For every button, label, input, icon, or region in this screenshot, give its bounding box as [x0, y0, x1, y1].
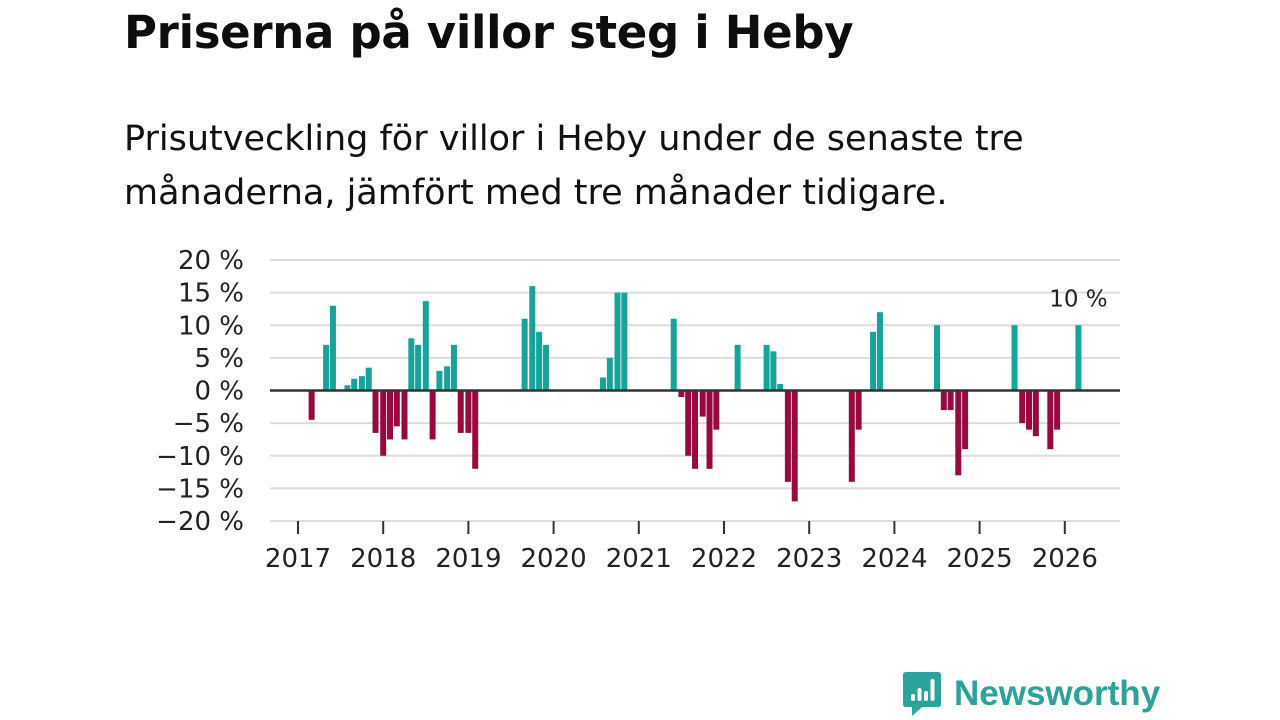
data-label: 10 %: [1049, 286, 1107, 312]
x-tick-label: 2024: [861, 544, 927, 574]
x-tick-label: 2020: [521, 544, 587, 574]
bar: [457, 390, 464, 433]
bar: [308, 390, 315, 420]
bars: [308, 286, 1082, 502]
bar: [670, 318, 677, 391]
bar: [472, 390, 479, 469]
annotations: 10 %: [1049, 286, 1107, 312]
bar: [393, 390, 400, 427]
bar: [791, 390, 798, 502]
bar: [848, 390, 855, 482]
bar: [422, 301, 429, 391]
bar: [444, 366, 451, 391]
y-tick-label: −5 %: [173, 409, 244, 439]
x-tick-label: 2022: [691, 544, 757, 574]
y-tick-label: 10 %: [178, 311, 244, 341]
y-axis: 20 %15 %10 %5 %0 %−5 %−10 %−15 %−20 %: [156, 246, 244, 537]
y-tick-label: 15 %: [178, 279, 244, 309]
x-tick-label: 2021: [606, 544, 672, 574]
y-tick-label: −10 %: [156, 442, 244, 472]
bar: [401, 390, 408, 440]
bar: [1011, 325, 1018, 391]
bar: [870, 331, 877, 391]
x-tick-label: 2017: [265, 544, 331, 574]
bar: [706, 390, 713, 469]
bar: [408, 338, 415, 391]
bar: [621, 292, 628, 391]
bar: [934, 325, 940, 391]
bar: [329, 305, 336, 391]
bar: [380, 390, 387, 456]
y-tick-label: 20 %: [178, 246, 244, 276]
x-tick-label: 2023: [776, 544, 842, 574]
newsworthy-logo-icon: [903, 672, 941, 716]
x-axis: 2017 2018 2019 2020 2021 2022 2023 2024 2025 2026: [265, 521, 1098, 574]
y-tick-label: 0 %: [194, 377, 244, 407]
x-tick-label: 2026: [1032, 544, 1098, 574]
bar: [734, 344, 741, 391]
bar: [947, 390, 954, 411]
bar: [1032, 390, 1039, 437]
bar: [1047, 390, 1054, 450]
bar: [713, 390, 720, 430]
bar: [955, 390, 962, 476]
bar: [855, 390, 862, 430]
bar: [465, 390, 472, 433]
bar: [529, 286, 536, 391]
bar: [876, 312, 883, 391]
chart-subtitle: Prisutveckling för villor i Heby under d…: [124, 119, 1024, 213]
bar: [1075, 325, 1082, 391]
bar: [770, 351, 777, 391]
bar: [450, 344, 457, 391]
y-tick-label: 5 %: [194, 344, 244, 374]
bar: [600, 377, 607, 391]
y-tick-label: −20 %: [156, 507, 244, 537]
bar: [521, 318, 528, 391]
bar: [614, 292, 621, 391]
bar: [777, 383, 784, 391]
bar: [1026, 390, 1033, 430]
bar: [678, 390, 685, 398]
bar: [962, 390, 969, 450]
bar: [344, 385, 351, 391]
bar: [784, 390, 791, 482]
y-tick-label: −15 %: [156, 474, 244, 504]
bar: [606, 357, 613, 391]
bar: [763, 344, 770, 391]
brand-name: Newsworthy: [954, 674, 1161, 713]
bar: [542, 344, 549, 391]
bar: [323, 344, 330, 391]
bar: [415, 344, 422, 391]
bar: [940, 390, 947, 411]
bar: [1054, 390, 1061, 430]
x-tick-label: 2025: [947, 544, 1013, 574]
x-tick-label: 2019: [435, 544, 501, 574]
bar: [387, 390, 394, 440]
bar: [358, 376, 365, 391]
bar: [372, 390, 379, 433]
x-tick-label: 2018: [350, 544, 416, 574]
newsworthy-logo[interactable]: Newsworthy: [902, 670, 1160, 718]
bar: [685, 390, 692, 456]
bar: [436, 370, 443, 391]
bar: [699, 390, 706, 417]
bar: [536, 331, 543, 391]
bar: [429, 390, 436, 440]
bar: [351, 378, 358, 391]
bar: [365, 367, 372, 391]
bar: [1019, 390, 1026, 424]
chart-title: Priserna på villor steg i Heby: [124, 6, 854, 59]
bar: [692, 390, 699, 469]
